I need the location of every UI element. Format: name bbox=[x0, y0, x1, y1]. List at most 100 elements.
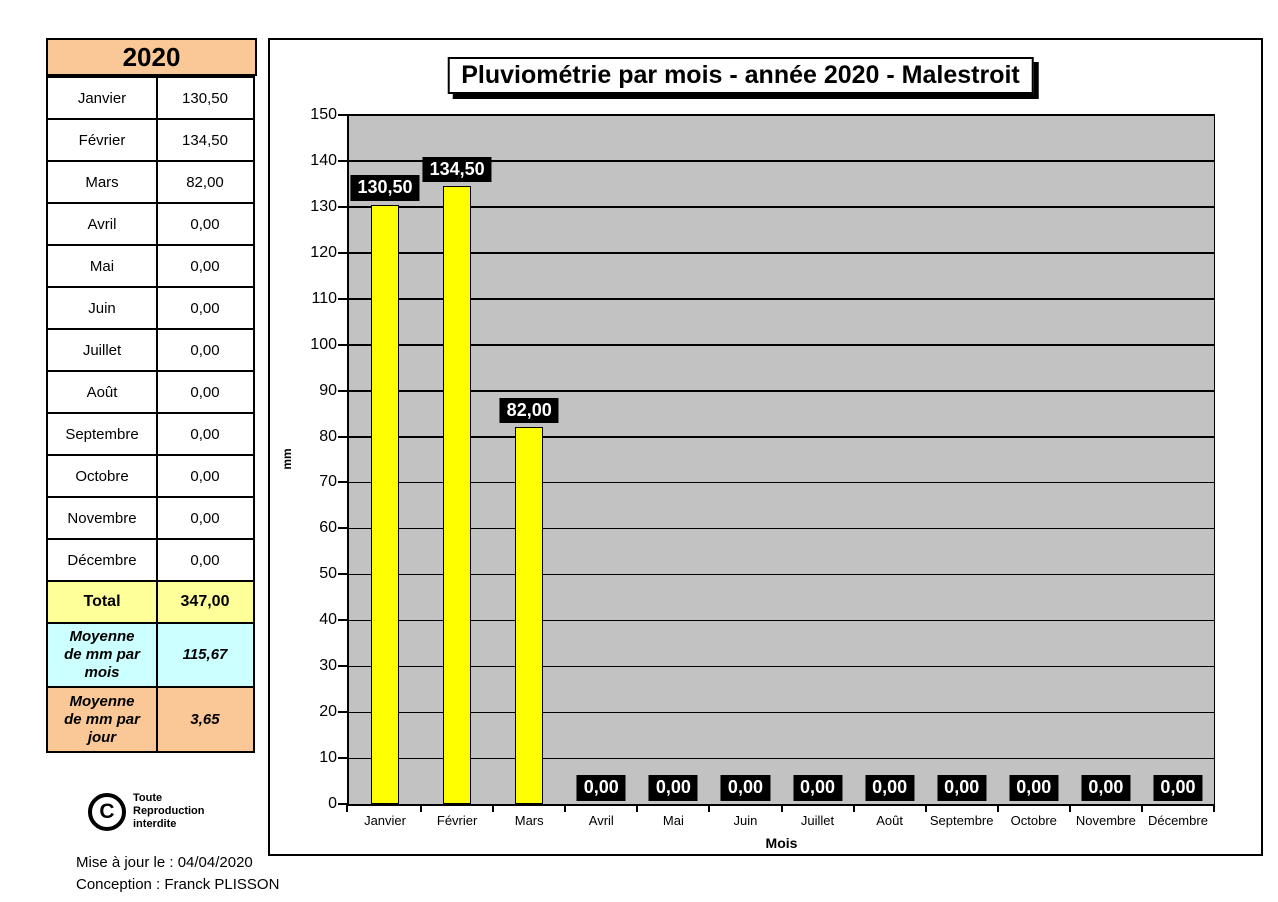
table-mean-day-row: Moyenne de mm par jour 3,65 bbox=[46, 686, 257, 753]
y-axis-label: 40 bbox=[319, 611, 337, 629]
table-row: Novembre 0,00 bbox=[46, 496, 257, 541]
y-axis-tick bbox=[338, 757, 347, 760]
x-axis-tick bbox=[708, 804, 711, 812]
x-axis-label: Janvier bbox=[364, 813, 406, 828]
gridline bbox=[349, 711, 1214, 714]
copyright-badge: C Toute Reproduction interdite bbox=[88, 792, 205, 832]
x-axis-label: Mai bbox=[662, 813, 684, 828]
gridline bbox=[349, 344, 1214, 346]
month-cell: Mars bbox=[46, 160, 158, 205]
y-axis-tick bbox=[338, 435, 347, 438]
y-axis-tick bbox=[338, 159, 347, 162]
x-axis-tick bbox=[636, 804, 639, 812]
y-axis-tick bbox=[338, 481, 347, 484]
copyright-text: Toute Reproduction interdite bbox=[133, 792, 205, 831]
y-axis-label: 50 bbox=[319, 565, 337, 583]
table-row: Mai 0,00 bbox=[46, 244, 257, 289]
x-axis-label: Novembre bbox=[1075, 813, 1136, 828]
y-axis-tick bbox=[338, 527, 347, 530]
y-axis-label: 60 bbox=[319, 519, 337, 537]
total-value: 347,00 bbox=[155, 580, 255, 624]
value-cell: 82,00 bbox=[155, 160, 255, 205]
x-axis-tick bbox=[1213, 804, 1215, 812]
value-cell: 0,00 bbox=[155, 244, 255, 289]
y-axis-label: 130 bbox=[310, 197, 337, 215]
mean-month-value: 115,67 bbox=[155, 621, 255, 689]
table-total-row: Total 347,00 bbox=[46, 580, 257, 624]
table-row: Octobre 0,00 bbox=[46, 454, 257, 499]
gridline bbox=[349, 527, 1214, 530]
gridline bbox=[349, 298, 1214, 300]
x-axis-label: Avril bbox=[588, 813, 614, 828]
value-cell: 0,00 bbox=[155, 412, 255, 457]
table-row: Juin 0,00 bbox=[46, 286, 257, 331]
y-axis-label: 110 bbox=[311, 289, 337, 307]
y-axis-label: 10 bbox=[319, 749, 337, 767]
table-mean-month-row: Moyenne de mm par mois 115,67 bbox=[46, 621, 257, 689]
month-cell: Novembre bbox=[46, 496, 158, 541]
bar-value-label: 130,50 bbox=[350, 174, 420, 201]
bar-value-label: 0,00 bbox=[1081, 775, 1131, 801]
table-row: Avril 0,00 bbox=[46, 202, 257, 247]
rainfall-chart: Pluviométrie par mois - année 2020 - Mal… bbox=[268, 38, 1263, 856]
table-row: Septembre 0,00 bbox=[46, 412, 257, 457]
bar-value-label: 0,00 bbox=[1153, 775, 1203, 801]
x-axis-title: Mois bbox=[765, 835, 798, 851]
value-cell: 134,50 bbox=[155, 118, 255, 163]
y-axis-tick bbox=[338, 573, 347, 576]
x-axis-tick bbox=[1140, 804, 1143, 812]
y-axis-tick bbox=[338, 343, 347, 346]
y-axis-label: 100 bbox=[310, 335, 337, 353]
y-axis-tick bbox=[338, 205, 347, 208]
value-cell: 0,00 bbox=[155, 538, 255, 583]
table-row: Février 134,50 bbox=[46, 118, 257, 163]
bar-value-label: 0,00 bbox=[648, 775, 698, 801]
y-axis-label: 120 bbox=[310, 243, 337, 261]
table-row: Décembre 0,00 bbox=[46, 538, 257, 583]
x-axis-tick bbox=[346, 804, 348, 812]
bar-value-label: 0,00 bbox=[937, 775, 987, 801]
y-axis-label: 30 bbox=[319, 657, 337, 675]
y-axis-tick bbox=[338, 389, 347, 392]
value-cell: 0,00 bbox=[155, 328, 255, 373]
y-axis-label: 70 bbox=[319, 473, 337, 491]
bar-value-label: 0,00 bbox=[1009, 775, 1059, 801]
footer-conception: Conception : Franck PLISSON bbox=[76, 875, 280, 893]
gridline bbox=[349, 436, 1214, 438]
table-year-header: 2020 bbox=[46, 38, 257, 76]
table-row: Juillet 0,00 bbox=[46, 328, 257, 373]
table-row: Août 0,00 bbox=[46, 370, 257, 415]
y-axis-tick bbox=[338, 619, 347, 622]
y-axis-tick bbox=[338, 114, 347, 116]
y-axis-tick bbox=[338, 803, 347, 805]
x-axis-tick bbox=[492, 804, 495, 812]
table-row: Mars 82,00 bbox=[46, 160, 257, 205]
month-cell: Mai bbox=[46, 244, 158, 289]
chart-title: Pluviométrie par mois - année 2020 - Mal… bbox=[447, 57, 1034, 94]
month-cell: Décembre bbox=[46, 538, 158, 583]
month-cell: Juillet bbox=[46, 328, 158, 373]
gridline bbox=[349, 114, 1214, 116]
y-axis-tick bbox=[338, 711, 347, 714]
y-axis-tick bbox=[338, 665, 347, 668]
x-axis-label: Juin bbox=[733, 813, 758, 828]
month-cell: Octobre bbox=[46, 454, 158, 499]
bar-value-label: 0,00 bbox=[720, 775, 770, 801]
month-cell: Juin bbox=[46, 286, 158, 331]
bar-value-label: 82,00 bbox=[499, 397, 559, 424]
value-cell: 0,00 bbox=[155, 202, 255, 247]
bar-value-label: 0,00 bbox=[576, 775, 626, 801]
y-axis-label: 80 bbox=[319, 427, 337, 445]
value-cell: 0,00 bbox=[155, 454, 255, 499]
gridline bbox=[349, 757, 1214, 760]
bar-value-label: 0,00 bbox=[793, 775, 843, 801]
y-axis-label: 140 bbox=[310, 151, 337, 169]
month-cell: Août bbox=[46, 370, 158, 415]
mean-month-label: Moyenne de mm par mois bbox=[46, 621, 158, 689]
month-cell: Février bbox=[46, 118, 158, 163]
bar bbox=[371, 204, 400, 804]
x-axis-label: Décembre bbox=[1147, 813, 1208, 828]
gridline bbox=[349, 665, 1214, 668]
y-axis-label: 150 bbox=[310, 106, 337, 123]
